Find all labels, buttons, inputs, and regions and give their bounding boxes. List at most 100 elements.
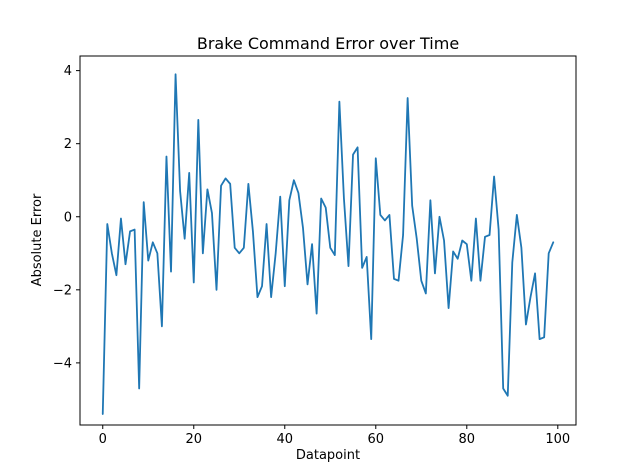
y-tick-label: 0 — [64, 210, 72, 225]
axes-frame — [79, 55, 577, 426]
data-point — [430, 200, 432, 202]
data-point — [370, 338, 372, 340]
data-point — [534, 273, 536, 275]
x-tick-label: 100 — [545, 432, 570, 447]
data-point — [507, 395, 509, 397]
data-point — [157, 252, 159, 254]
data-point — [407, 97, 409, 99]
data-point — [134, 229, 136, 231]
data-point — [138, 388, 140, 390]
data-point — [380, 214, 382, 216]
data-point — [329, 247, 331, 249]
data-point — [416, 238, 418, 240]
data-point — [257, 296, 259, 298]
data-point — [307, 284, 309, 286]
data-point — [461, 240, 463, 242]
data-point — [402, 234, 404, 236]
data-point — [107, 223, 109, 225]
data-point — [166, 156, 168, 158]
data-point — [202, 252, 204, 254]
data-point — [275, 252, 277, 254]
chart-title: Brake Command Error over Time — [197, 34, 459, 53]
data-point — [193, 282, 195, 284]
data-point — [289, 200, 291, 202]
data-point — [375, 157, 377, 159]
data-point — [489, 234, 491, 236]
data-point — [184, 238, 186, 240]
data-point — [480, 280, 482, 282]
data-point — [266, 223, 268, 225]
data-point — [334, 254, 336, 256]
x-axis-ticks: 0 20 40 60 80 100 — [99, 425, 570, 447]
data-point — [252, 231, 254, 233]
data-point — [457, 258, 459, 260]
data-point — [161, 326, 163, 328]
data-point — [248, 183, 250, 185]
data-point — [152, 242, 154, 244]
x-tick-label: 20 — [185, 432, 202, 447]
series-line — [101, 73, 555, 415]
data-point — [521, 247, 523, 249]
data-point — [471, 280, 473, 282]
data-point — [198, 119, 200, 121]
data-point — [389, 214, 391, 216]
x-axis-label: Datapoint — [296, 448, 360, 463]
data-point — [366, 256, 368, 258]
data-point — [302, 227, 304, 229]
data-point — [502, 388, 504, 390]
data-point — [116, 274, 118, 276]
data-point — [175, 73, 177, 75]
data-point — [539, 338, 541, 340]
data-point — [475, 218, 477, 220]
data-point — [211, 212, 213, 214]
data-point — [516, 214, 518, 216]
data-point — [320, 198, 322, 200]
data-point — [530, 296, 532, 298]
data-point — [243, 247, 245, 249]
y-tick-label: 4 — [64, 64, 72, 79]
data-point — [111, 252, 113, 254]
data-point — [293, 179, 295, 181]
data-point — [102, 413, 104, 415]
y-axis-label: Absolute Error — [30, 193, 45, 286]
x-tick-label: 0 — [99, 432, 107, 447]
data-point — [270, 296, 272, 298]
data-point — [498, 229, 500, 231]
data-point — [216, 289, 218, 291]
data-point — [179, 190, 181, 192]
data-point — [393, 278, 395, 280]
data-point — [384, 220, 386, 222]
data-point — [325, 207, 327, 209]
data-point — [261, 285, 263, 287]
y-axis-ticks: −4 −2 0 2 4 — [53, 64, 80, 371]
data-point — [129, 231, 131, 233]
x-tick-label: 40 — [276, 432, 293, 447]
y-tick-label: 2 — [64, 137, 72, 152]
data-point — [439, 216, 441, 218]
data-point — [348, 265, 350, 267]
data-point — [188, 172, 190, 174]
x-tick-label: 80 — [459, 432, 476, 447]
data-point — [147, 260, 149, 262]
data-point — [552, 242, 554, 244]
y-tick-label: −2 — [53, 283, 72, 298]
data-point — [448, 307, 450, 309]
data-point — [339, 101, 341, 103]
data-point — [170, 271, 172, 273]
data-point — [234, 247, 236, 249]
data-point — [357, 147, 359, 149]
data-point — [125, 263, 127, 265]
data-point — [511, 262, 513, 264]
data-point — [420, 280, 422, 282]
data-point — [525, 324, 527, 326]
data-point — [225, 178, 227, 180]
data-point — [484, 236, 486, 238]
data-point — [120, 218, 122, 220]
data-point — [207, 189, 209, 191]
data-point — [411, 205, 413, 207]
data-point — [452, 251, 454, 253]
data-point — [279, 196, 281, 198]
plot-area — [79, 55, 577, 426]
x-tick-label: 60 — [368, 432, 385, 447]
